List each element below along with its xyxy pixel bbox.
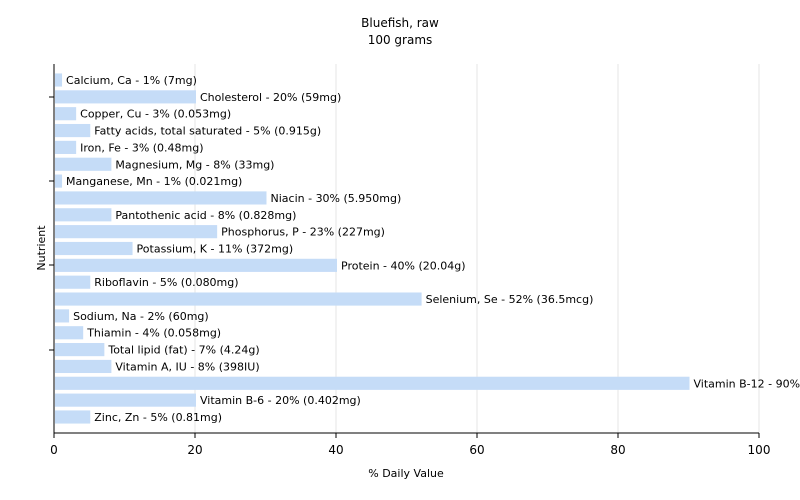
bar [55, 393, 196, 407]
bar [55, 157, 112, 171]
y-axis-label: Nutrient [35, 225, 48, 271]
bar-label: Sodium, Na - 2% (60mg) [73, 310, 209, 323]
bar-label: Vitamin B-6 - 20% (0.402mg) [200, 394, 361, 407]
bar [55, 258, 337, 272]
bar-label: Total lipid (fat) - 7% (4.24g) [107, 344, 259, 357]
bar [55, 174, 63, 188]
x-axis-label: % Daily Value [368, 467, 444, 480]
bar-label: Zinc, Zn - 5% (0.81mg) [94, 411, 222, 424]
bar-label: Niacin - 30% (5.950mg) [271, 192, 402, 205]
bar [55, 241, 133, 256]
bar-label: Potassium, K - 11% (372mg) [137, 243, 294, 256]
bar [55, 225, 218, 239]
bar [55, 73, 63, 87]
bar-label: Manganese, Mn - 1% (0.021mg) [66, 175, 242, 188]
bar-label: Copper, Cu - 3% (0.053mg) [80, 108, 231, 121]
bar-label: Iron, Fe - 3% (0.48mg) [80, 141, 203, 154]
chart-subtitle: 100 grams [368, 33, 433, 47]
bar [55, 140, 77, 154]
x-tick-label: 80 [610, 443, 625, 457]
x-tick-label: 100 [748, 443, 771, 457]
bar-label: Fatty acids, total saturated - 5% (0.915… [94, 125, 321, 138]
bar-label: Vitamin A, IU - 8% (398IU) [115, 360, 259, 373]
bar-label: Calcium, Ca - 1% (7mg) [66, 74, 197, 87]
bar [55, 275, 91, 289]
bar [55, 107, 77, 121]
x-tick-label: 40 [328, 443, 343, 457]
bar-label: Selenium, Se - 52% (36.5mcg) [426, 293, 594, 306]
x-tick-label: 0 [50, 443, 58, 457]
x-tick-label: 60 [469, 443, 484, 457]
bar-label: Vitamin B-12 - 90% (5.39mcg) [694, 377, 800, 390]
bar-label: Phosphorus, P - 23% (227mg) [221, 226, 385, 239]
grid-layer [194, 64, 760, 433]
bar [55, 208, 112, 222]
bar [55, 343, 105, 357]
bar-label: Cholesterol - 20% (59mg) [200, 91, 341, 104]
bar [55, 191, 267, 205]
chart-title: Bluefish, raw [361, 16, 439, 30]
bar-label: Thiamin - 4% (0.058mg) [86, 327, 221, 340]
bar [55, 292, 422, 306]
bar-layer: Calcium, Ca - 1% (7mg)Cholesterol - 20% … [55, 73, 800, 424]
bar [55, 410, 91, 424]
bar [55, 309, 70, 323]
bar-label: Magnesium, Mg - 8% (33mg) [115, 158, 274, 171]
x-tick-label: 20 [187, 443, 202, 457]
bar [55, 326, 84, 340]
axis-layer: 0 20 40 60 80 100 [49, 64, 770, 457]
bar [55, 376, 690, 390]
bar-label: Pantothenic acid - 8% (0.828mg) [115, 209, 296, 222]
bar [55, 123, 91, 138]
bar-label: Protein - 40% (20.04g) [341, 259, 466, 272]
bar-label: Riboflavin - 5% (0.080mg) [94, 276, 238, 289]
bar [55, 359, 112, 374]
bar [55, 90, 196, 104]
